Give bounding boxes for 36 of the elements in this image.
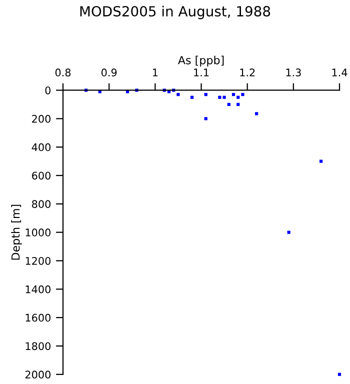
y-tick-label: 600: [32, 172, 50, 180]
x-tick-label: 1.1: [194, 68, 209, 76]
x-tick-label: 1.4: [332, 68, 348, 76]
y-tick-label: 1000: [26, 228, 50, 236]
point: [236, 96, 240, 99]
x-tick-label: 1.2: [240, 68, 255, 76]
x-axis-title: As [ppb]: [178, 56, 224, 66]
y-tick-label: 200: [32, 114, 50, 123]
y-tick-label: 1600: [26, 314, 50, 322]
point: [236, 102, 240, 106]
x-tick-label: 0.8: [55, 68, 71, 76]
chart-title: MODS2005 in August, 1988: [80, 6, 270, 20]
point: [204, 117, 208, 120]
point: [204, 92, 208, 96]
y-tick-label: 2000: [25, 370, 50, 379]
x-tick-label: 1.3: [286, 68, 301, 76]
point: [241, 92, 244, 96]
y-tick-label: 0: [45, 86, 51, 94]
y-tick-label: 1200: [26, 256, 50, 265]
point: [232, 92, 236, 96]
y-tick-label: 800: [32, 200, 50, 208]
point: [218, 96, 222, 99]
point: [254, 112, 258, 116]
x-tick-label: 1: [152, 68, 158, 76]
point: [320, 160, 323, 163]
point: [176, 92, 180, 96]
point: [287, 230, 290, 234]
y-tick-label: 1800: [26, 342, 50, 350]
x-tick-label: 0.9: [101, 68, 117, 76]
y-tick-label: 400: [32, 143, 50, 152]
y-axis-title: Depth [m]: [11, 204, 22, 260]
point: [227, 102, 230, 106]
point: [222, 96, 226, 99]
y-tick-label: 1400: [26, 285, 50, 294]
point: [338, 372, 342, 376]
point: [190, 96, 194, 99]
